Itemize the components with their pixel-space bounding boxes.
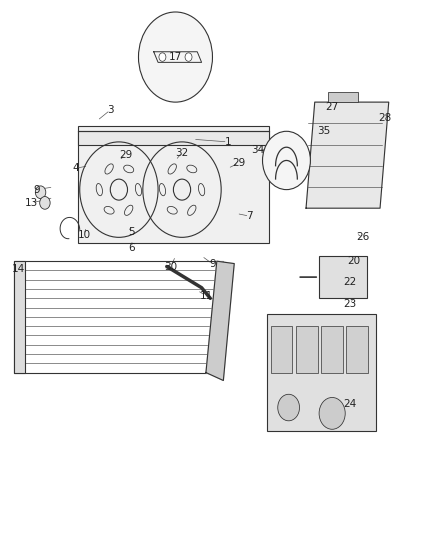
Text: 28: 28 bbox=[378, 113, 391, 123]
Text: 11: 11 bbox=[199, 290, 212, 301]
Bar bbox=[267, 314, 376, 431]
Text: 13: 13 bbox=[25, 198, 39, 208]
Text: 14: 14 bbox=[12, 264, 25, 274]
Text: 20: 20 bbox=[347, 256, 360, 266]
Text: 7: 7 bbox=[246, 211, 253, 221]
Circle shape bbox=[185, 53, 192, 61]
Bar bbox=[321, 326, 343, 373]
Bar bbox=[78, 126, 269, 243]
Bar bbox=[328, 92, 358, 102]
Bar bbox=[319, 256, 367, 298]
Text: 35: 35 bbox=[317, 126, 330, 136]
Text: 10: 10 bbox=[78, 230, 91, 240]
Text: 22: 22 bbox=[343, 277, 356, 287]
Text: 9: 9 bbox=[33, 184, 39, 195]
Text: 27: 27 bbox=[325, 102, 339, 112]
Circle shape bbox=[159, 53, 166, 61]
Bar bbox=[346, 326, 367, 373]
Text: 5: 5 bbox=[129, 227, 135, 237]
Circle shape bbox=[278, 394, 300, 421]
Bar bbox=[271, 326, 293, 373]
Circle shape bbox=[138, 12, 212, 102]
Text: 24: 24 bbox=[343, 399, 356, 409]
Bar bbox=[14, 261, 223, 373]
Text: 29: 29 bbox=[232, 158, 245, 168]
Circle shape bbox=[319, 398, 345, 429]
Text: 6: 6 bbox=[129, 243, 135, 253]
Text: 32: 32 bbox=[175, 148, 189, 158]
Text: 17: 17 bbox=[169, 52, 182, 62]
Text: 9: 9 bbox=[209, 259, 216, 269]
Circle shape bbox=[35, 186, 46, 199]
Bar bbox=[78, 131, 269, 144]
Text: 23: 23 bbox=[343, 298, 356, 309]
Bar bbox=[296, 326, 318, 373]
Text: 34: 34 bbox=[251, 145, 265, 155]
Circle shape bbox=[40, 197, 50, 209]
Text: 29: 29 bbox=[119, 150, 132, 160]
Text: 4: 4 bbox=[72, 164, 79, 173]
Text: 30: 30 bbox=[165, 262, 178, 271]
Polygon shape bbox=[306, 102, 389, 208]
Text: 1: 1 bbox=[224, 137, 231, 147]
Text: 3: 3 bbox=[107, 105, 113, 115]
Circle shape bbox=[262, 131, 311, 190]
Bar bbox=[14, 261, 25, 373]
Polygon shape bbox=[206, 261, 234, 381]
Text: 26: 26 bbox=[356, 232, 369, 243]
